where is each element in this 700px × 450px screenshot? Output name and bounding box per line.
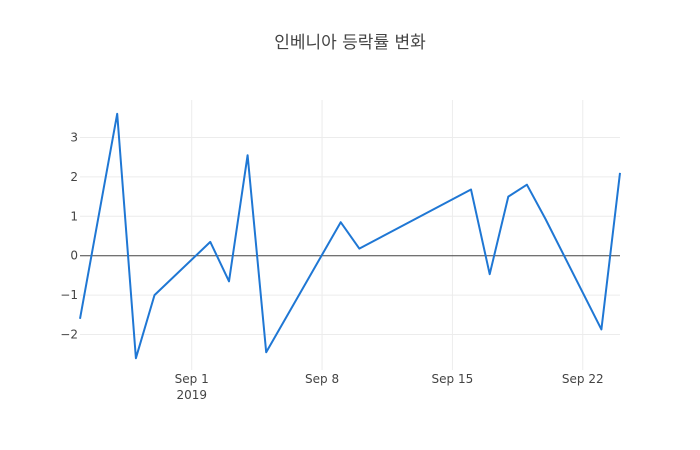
grid-layer [80, 100, 620, 370]
x-tick-label: Sep 22 [562, 372, 604, 386]
y-axis-ticks: −2 −1 0 1 2 3 [60, 130, 78, 341]
series-line [79, 112, 621, 360]
x-axis-ticks: Sep 1 2019 Sep 8 Sep 15 Sep 22 [175, 372, 604, 402]
x-tick-label: Sep 1 [175, 372, 209, 386]
y-tick-label: −1 [60, 288, 78, 302]
x-tick-label: Sep 15 [432, 372, 474, 386]
x-tick-sublabel: 2019 [176, 388, 207, 402]
y-tick-label: −2 [60, 328, 78, 342]
chart-title: 인베니아 등락률 변화 [274, 33, 426, 53]
x-tick-label: Sep 8 [305, 372, 339, 386]
y-tick-label: 3 [70, 130, 78, 144]
series-layer [79, 112, 621, 360]
y-tick-label: 2 [70, 170, 78, 184]
y-tick-label: 0 [70, 249, 78, 263]
y-tick-label: 1 [70, 209, 78, 223]
